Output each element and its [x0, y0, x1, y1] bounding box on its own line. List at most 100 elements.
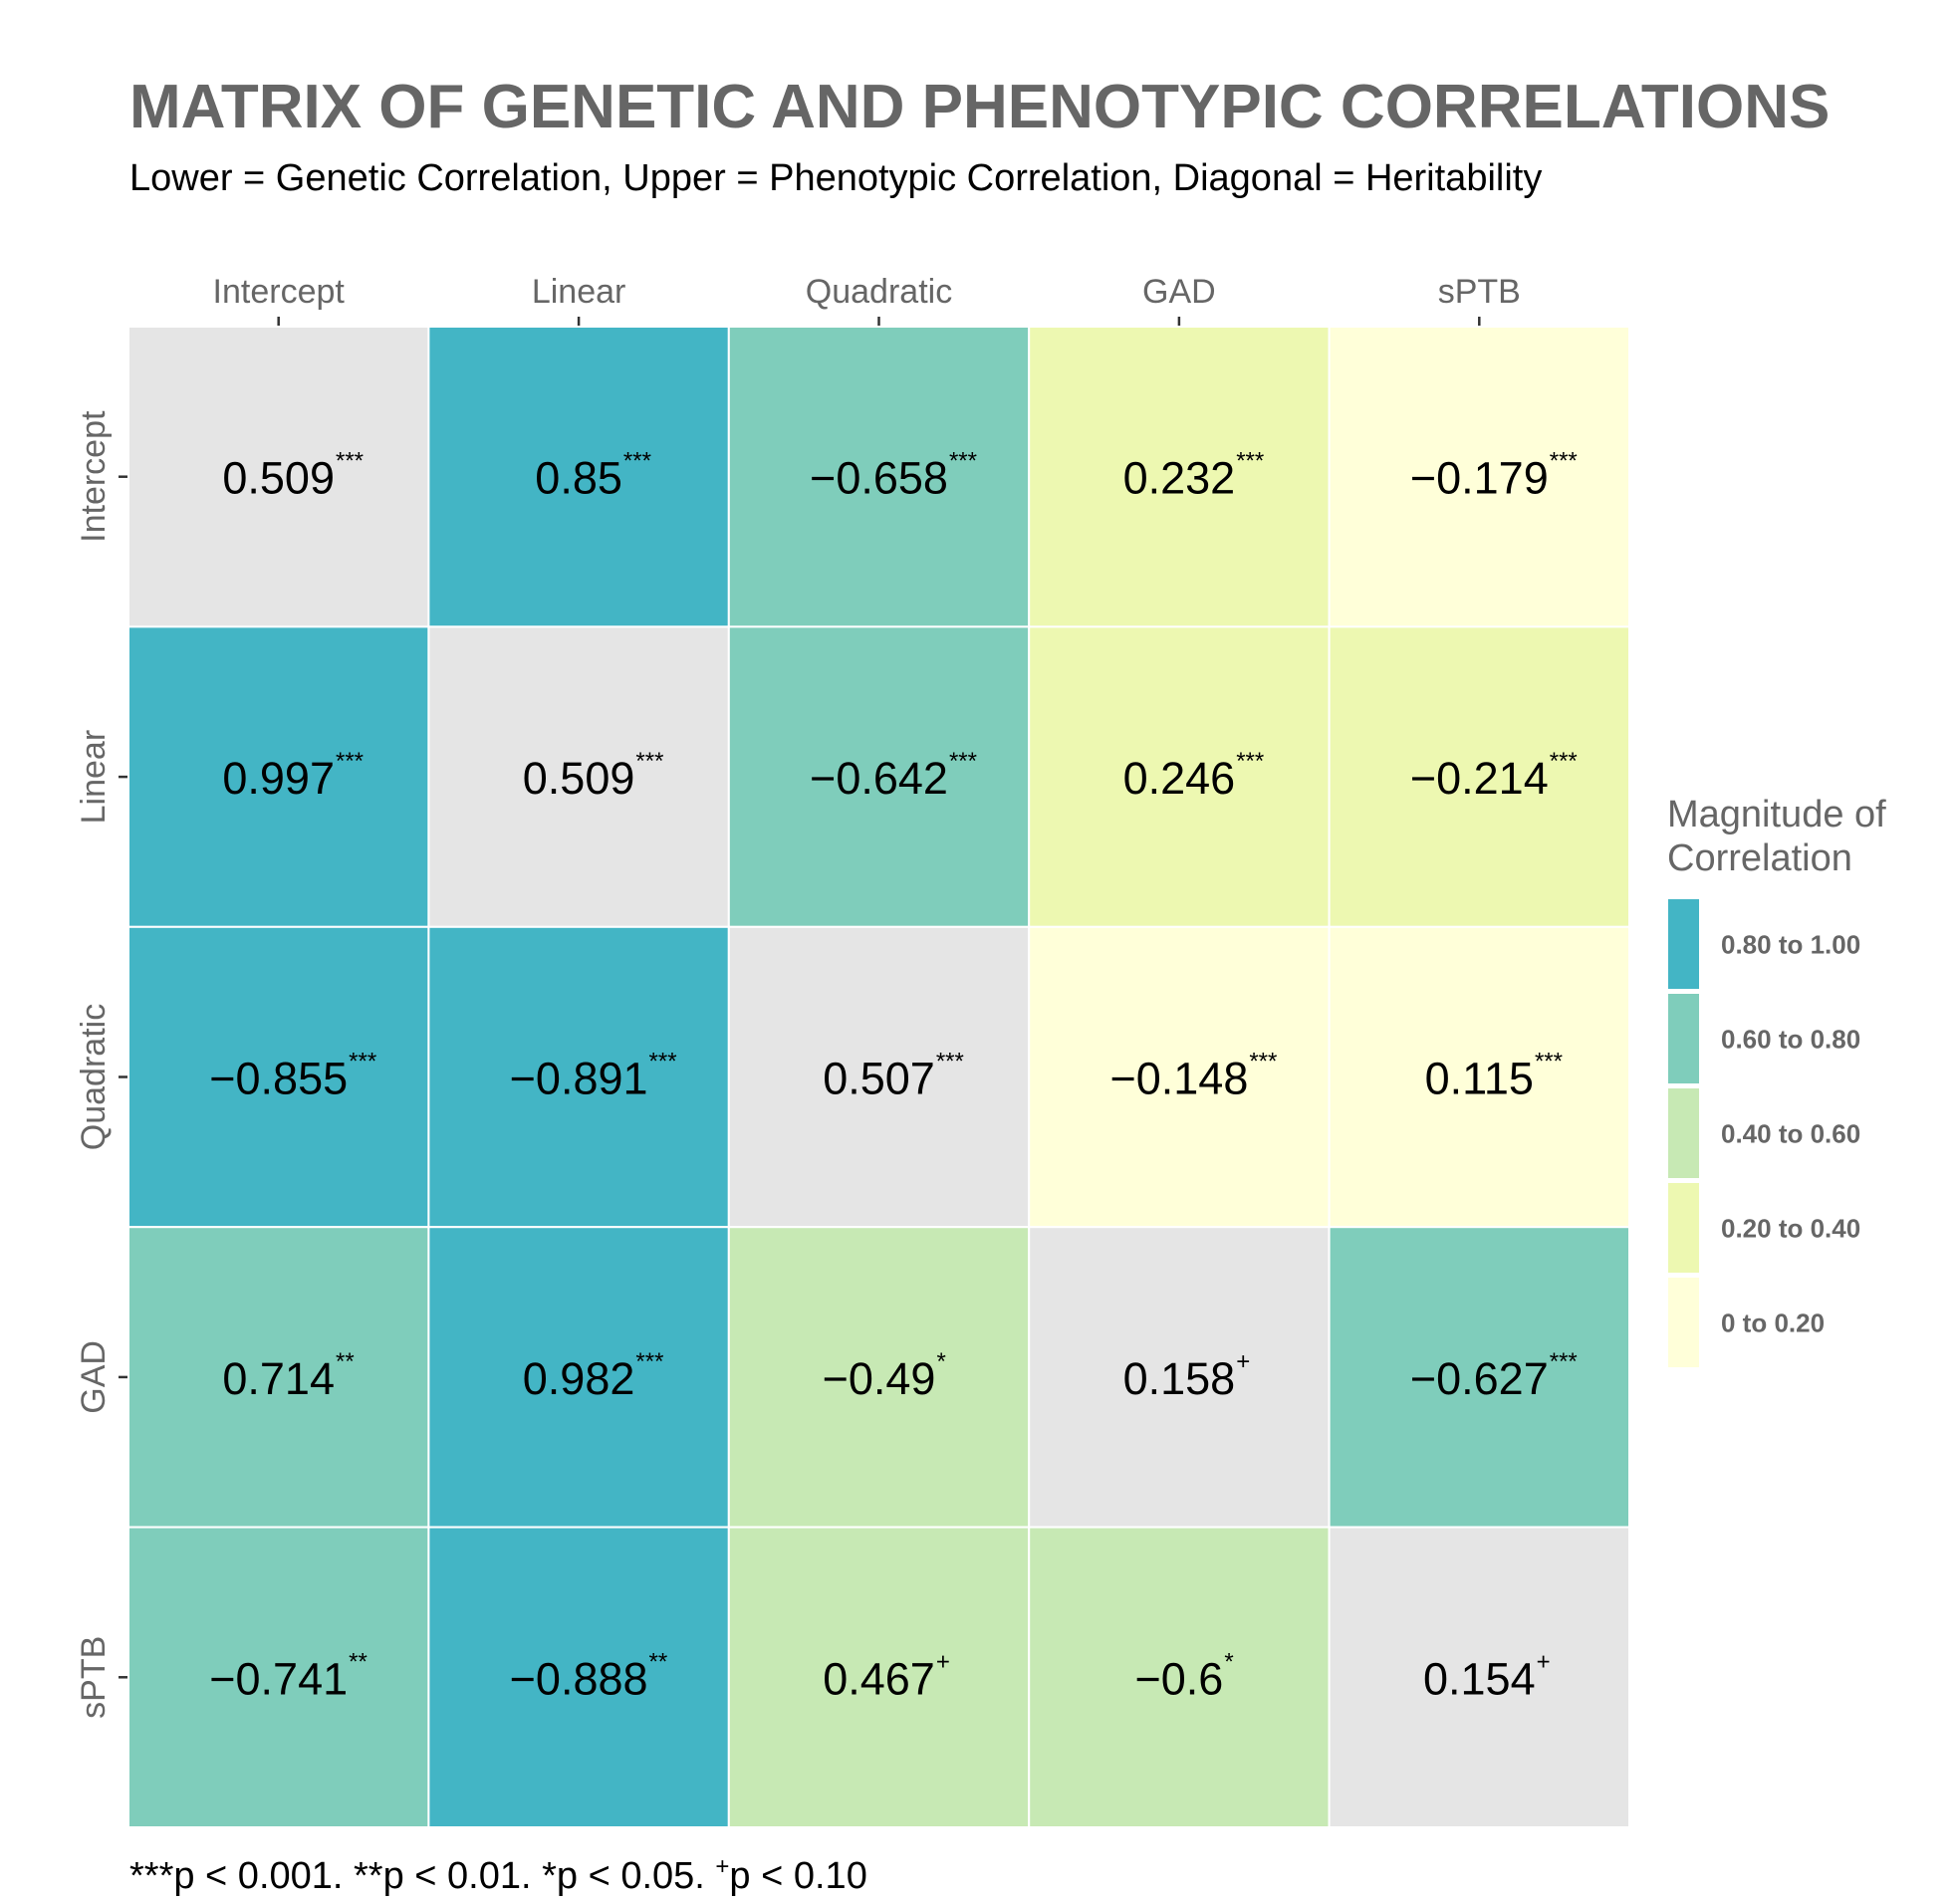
x-tick-label: GAD	[1142, 273, 1216, 311]
heatmap-cell	[727, 1526, 1031, 1828]
heatmap-cell	[1028, 625, 1331, 928]
cell-value-label: −0.741	[209, 1653, 348, 1704]
heatmap-cell	[1028, 1526, 1331, 1828]
cell-significance-label: +	[1236, 1348, 1250, 1375]
cell-significance-label: ***	[623, 448, 651, 475]
cell-value-label: 0.714	[222, 1353, 335, 1404]
legend-label: 0 to 0.20	[1721, 1309, 1825, 1338]
heatmap-cells: 0.509 *** 0.85 *** −0.658 *** 0.232 *** −0.179 **…	[127, 326, 1630, 1828]
heatmap-cell	[1328, 1226, 1630, 1529]
y-axis: Intercept Linear Quadratic GAD sPTB	[75, 410, 128, 1719]
cell-significance-label: +	[936, 1648, 950, 1675]
legend-swatch	[1666, 992, 1701, 1085]
heatmap-cell	[427, 326, 730, 628]
heatmap-cell	[1328, 625, 1630, 928]
cell-value-label: 0.154	[1423, 1653, 1536, 1704]
cell-significance-label: ***	[1236, 448, 1264, 475]
legend: Magnitude of Correlation 0.80 to 1.00 0.6…	[1666, 794, 1886, 1369]
cell-value-label: −0.148	[1109, 1054, 1248, 1104]
cell-value-label: 0.509	[523, 753, 635, 804]
cell-significance-label: *	[936, 1348, 945, 1375]
legend-swatch	[1666, 1086, 1701, 1180]
cell-significance-label: ***	[635, 748, 663, 775]
cell-significance-label: ***	[649, 1049, 677, 1075]
cell-significance-label: **	[649, 1648, 668, 1675]
cell-significance-label: **	[336, 1348, 355, 1375]
cell-value-label: −0.642	[810, 753, 948, 804]
heatmap-cell	[427, 625, 730, 928]
cell-significance-label: ***	[936, 1049, 964, 1075]
significance-caption: ***p < 0.001. **p < 0.01. *p < 0.05. +p …	[129, 1853, 867, 1897]
cell-significance-label: ***	[336, 748, 364, 775]
legend-swatch	[1666, 897, 1701, 991]
legend-keys: 0.80 to 1.00 0.60 to 0.80 0.40 to 0.60 0.20…	[1666, 897, 1860, 1369]
cell-value-label: 0.467	[823, 1653, 935, 1704]
cell-value-label: 0.982	[523, 1353, 635, 1404]
heatmap-cell	[127, 1226, 430, 1529]
heatmap-cell	[427, 925, 730, 1229]
legend-swatch	[1666, 1276, 1701, 1369]
cell-value-label: 0.85	[535, 453, 622, 504]
cell-significance-label: ***	[349, 1049, 376, 1075]
cell-significance-label: +	[1537, 1648, 1551, 1675]
heatmap-cell	[1328, 326, 1630, 628]
cell-value-label: 0.507	[823, 1054, 935, 1104]
cell-value-label: 0.158	[1123, 1353, 1236, 1404]
cell-significance-label: ***	[635, 1348, 663, 1375]
legend-label: 0.80 to 1.00	[1721, 930, 1860, 960]
y-tick-label: GAD	[75, 1340, 113, 1414]
cell-value-label: −0.179	[1410, 453, 1549, 504]
chart-title: MATRIX OF GENETIC AND PHENOTYPIC CORRELA…	[129, 73, 1830, 141]
legend-swatch	[1666, 1181, 1701, 1275]
y-tick-label: Intercept	[75, 410, 113, 543]
cell-value-label: 0.997	[222, 753, 335, 804]
x-tick-label: Intercept	[213, 273, 346, 311]
legend-title-line1: Magnitude of	[1667, 794, 1886, 835]
cell-value-label: −0.214	[1410, 753, 1549, 804]
cell-significance-label: ***	[1550, 448, 1578, 475]
y-tick-label: Quadratic	[75, 1004, 113, 1150]
cell-value-label: −0.891	[510, 1054, 648, 1104]
cell-value-label: 0.232	[1123, 453, 1236, 504]
legend-title-line2: Correlation	[1667, 837, 1852, 879]
heatmap-cell	[1028, 326, 1331, 628]
x-tick-label: Linear	[532, 273, 626, 311]
x-tick-label: Quadratic	[806, 273, 952, 311]
heatmap-cell	[727, 625, 1031, 928]
cell-significance-label: ***	[336, 448, 364, 475]
cell-significance-label: ***	[949, 748, 977, 775]
chart-subtitle: Lower = Genetic Correlation, Upper = Phe…	[129, 157, 1542, 199]
cell-significance-label: *	[1224, 1648, 1233, 1675]
heatmap-cell	[727, 925, 1031, 1229]
cell-value-label: −0.888	[510, 1653, 648, 1704]
legend-label: 0.20 to 0.40	[1721, 1214, 1860, 1244]
cell-value-label: 0.246	[1123, 753, 1236, 804]
cell-significance-label: ***	[1535, 1049, 1563, 1075]
heatmap-cell	[127, 326, 430, 628]
cell-significance-label: **	[349, 1648, 367, 1675]
cell-significance-label: ***	[1550, 748, 1578, 775]
cell-value-label: −0.855	[209, 1054, 348, 1104]
heatmap-cell	[1328, 925, 1630, 1229]
caption-text: p < 0.10	[729, 1855, 866, 1897]
cell-value-label: −0.627	[1410, 1353, 1549, 1404]
cell-value-label: 0.509	[222, 453, 335, 504]
cell-significance-label: ***	[1550, 1348, 1578, 1375]
legend-label: 0.40 to 0.60	[1721, 1119, 1860, 1149]
x-axis: Intercept Linear Quadratic GAD sPTB	[213, 273, 1521, 327]
heatmap-cell	[727, 1226, 1031, 1529]
x-tick-label: sPTB	[1438, 273, 1521, 311]
heatmap-cell	[427, 1526, 730, 1828]
cell-value-label: −0.658	[810, 453, 948, 504]
cell-value-label: 0.115	[1425, 1054, 1534, 1104]
heatmap-cell	[127, 625, 430, 928]
cell-significance-label: ***	[1249, 1049, 1277, 1075]
heatmap-cell	[1328, 1526, 1630, 1828]
heatmap-cell	[127, 1526, 430, 1828]
y-tick-label: Linear	[75, 730, 113, 825]
legend-label: 0.60 to 0.80	[1721, 1025, 1860, 1055]
heatmap-cell	[1028, 925, 1331, 1229]
cell-value-label: −0.6	[1134, 1653, 1223, 1704]
cell-significance-label: ***	[1236, 748, 1264, 775]
